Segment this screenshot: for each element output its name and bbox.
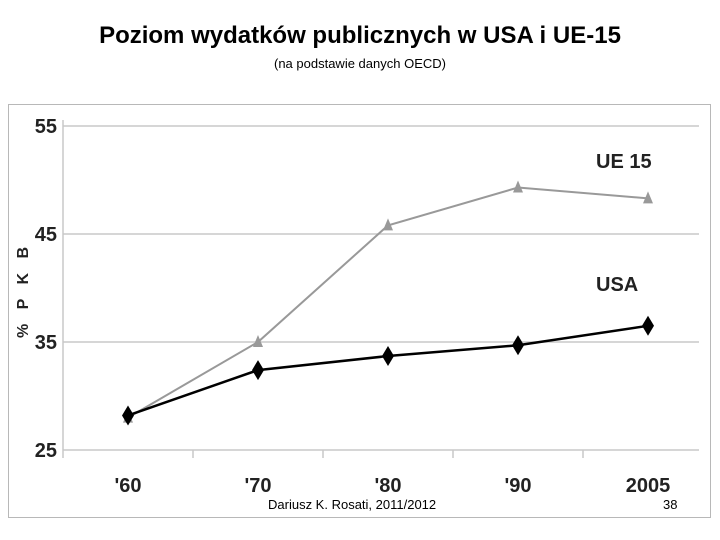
footer-author: Dariusz K. Rosati, 2011/2012 (268, 497, 437, 512)
x-tick-label: '70 (244, 475, 271, 497)
data-point-triangle (383, 218, 393, 231)
data-point-diamond (382, 346, 394, 367)
data-point-triangle (253, 335, 263, 347)
y-tick-label: 35 (35, 332, 57, 354)
line-chart: 25 35 45 55 '60 '70 '80 '90 2005 % P K B UE 15 USA (15, 116, 699, 497)
footer-page-number: 38 (663, 497, 678, 512)
data-point-triangle (643, 191, 653, 204)
series-label-ue15: UE 15 (596, 151, 652, 173)
data-point-diamond (512, 335, 524, 356)
y-tick-label: 55 (35, 116, 57, 138)
x-tick-label: 2005 (626, 475, 671, 497)
slide-title: Poziom wydatków publicznych w USA i UE-1… (99, 22, 621, 49)
series-line-usa (127, 324, 649, 417)
slide-subtitle: (na podstawie danych OECD) (274, 56, 446, 71)
series-label-usa: USA (596, 274, 638, 296)
y-axis-label: % P K B (15, 242, 32, 338)
x-tick-label: '60 (114, 475, 141, 497)
data-point-diamond (252, 360, 264, 381)
x-tick-label: '90 (504, 475, 531, 497)
data-point-triangle (513, 180, 523, 193)
chart-frame: 25 35 45 55 '60 '70 '80 '90 2005 % P K B UE 15 USA (8, 104, 711, 518)
x-tick-label: '80 (374, 475, 401, 497)
data-point-diamond (642, 315, 654, 336)
y-tick-label: 25 (35, 440, 57, 462)
data-point-diamond (122, 405, 134, 426)
y-tick-label: 45 (35, 224, 57, 246)
